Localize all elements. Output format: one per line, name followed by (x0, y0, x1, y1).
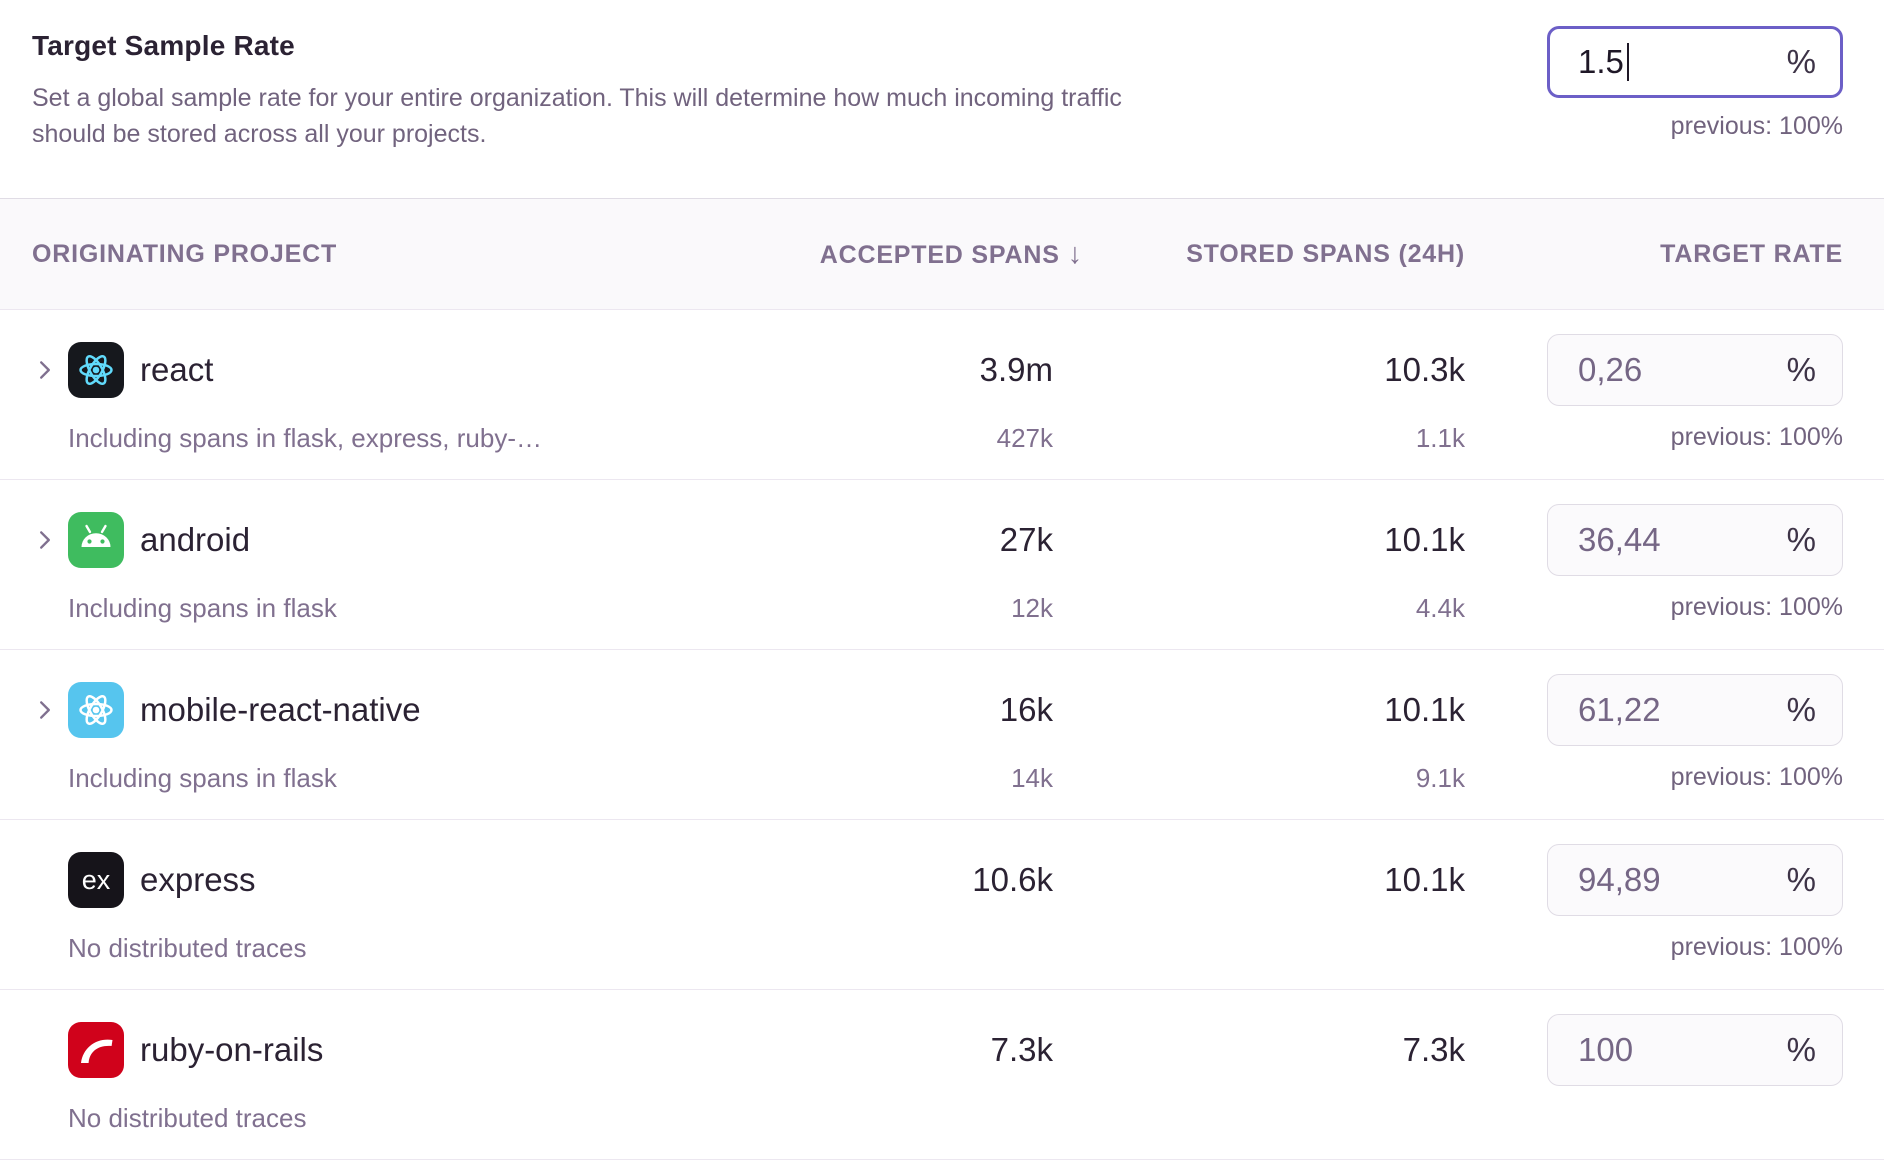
expand-chevron-icon[interactable] (32, 527, 58, 553)
table-row: react 3.9m 10.3k 0,26 % Including spans … (0, 310, 1884, 480)
project-name: express (140, 861, 256, 898)
accepted-spans-subvalue (793, 1103, 1053, 1131)
previous-rate-label: previous: 100% (1670, 112, 1843, 140)
project-name: react (140, 351, 214, 388)
stored-spans-subvalue: 4.4k (1415, 593, 1465, 623)
page-title: Target Sample Rate (32, 30, 295, 61)
project-rows: react 3.9m 10.3k 0,26 % Including spans … (0, 310, 1884, 1160)
accepted-spans-value: 7.3k (990, 1031, 1053, 1068)
previous-rate-label: previous: 100% (1670, 593, 1843, 621)
accepted-spans-subvalue: 427k (996, 423, 1053, 453)
percent-suffix: % (1786, 691, 1816, 728)
stored-spans-value: 10.1k (1384, 861, 1465, 898)
accepted-spans-value: 3.9m (979, 351, 1053, 388)
previous-rate-label (1465, 1103, 1843, 1131)
table-row: android 27k 10.1k 36,44 % Including span… (0, 480, 1884, 650)
stored-spans-value: 10.1k (1384, 521, 1465, 558)
table-header: ORIGINATING PROJECT ACCEPTED SPANS ↓ STOR… (0, 198, 1884, 310)
stored-spans-subvalue: 9.1k (1415, 763, 1465, 793)
project-rate-value: 0,26 (1578, 351, 1643, 388)
rails-icon (68, 1022, 124, 1078)
section-description: Set a global sample rate for your entire… (32, 84, 1122, 148)
percent-suffix: % (1786, 861, 1816, 898)
project-rate-value: 36,44 (1578, 521, 1661, 558)
accepted-spans-subvalue: 12k (1011, 593, 1053, 623)
project-subtext: No distributed traces (68, 1103, 307, 1133)
accepted-spans-value: 16k (999, 691, 1053, 728)
stored-spans-subvalue: 1.1k (1415, 423, 1465, 453)
global-sample-rate-input[interactable]: 1.5 % (1547, 26, 1843, 98)
column-stored-spans: STORED SPANS (24H) (1186, 239, 1465, 268)
project-name: ruby-on-rails (140, 1031, 324, 1068)
android-icon (68, 512, 124, 568)
project-rate-input[interactable]: 100 % (1547, 1014, 1843, 1086)
column-accepted-spans[interactable]: ACCEPTED SPANS ↓ (819, 237, 1083, 270)
project-rate-input[interactable]: 36,44 % (1547, 504, 1843, 576)
react-native-icon (68, 682, 124, 738)
expand-chevron-icon[interactable] (32, 697, 58, 723)
stored-spans-value: 10.3k (1384, 351, 1465, 388)
accepted-spans-value: 10.6k (972, 861, 1053, 898)
column-target-rate: TARGET RATE (1660, 239, 1843, 268)
project-rate-value: 94,89 (1578, 861, 1661, 898)
expand-chevron-icon[interactable] (32, 357, 58, 383)
previous-rate-label: previous: 100% (1670, 423, 1843, 451)
project-rate-input[interactable]: 61,22 % (1547, 674, 1843, 746)
table-row: ruby-on-rails 7.3k 7.3k 100 % No distrib… (0, 990, 1884, 1160)
previous-rate-label: previous: 100% (1670, 763, 1843, 791)
percent-suffix: % (1786, 43, 1816, 80)
project-subtext: Including spans in flask, express, ruby-… (68, 423, 542, 453)
percent-suffix: % (1786, 521, 1816, 558)
project-rate-value: 100 (1578, 1031, 1634, 1068)
table-row: ex express 10.6k 10.1k 94,89 % No distri… (0, 820, 1884, 990)
text-cursor (1626, 43, 1629, 81)
previous-rate-label: previous: 100% (1670, 933, 1843, 961)
global-rate-value: 1.5 (1578, 43, 1624, 80)
react-icon (68, 342, 124, 398)
project-rate-value: 61,22 (1578, 691, 1661, 728)
stored-spans-subvalue (1053, 933, 1465, 961)
project-rate-input[interactable]: 0,26 % (1547, 334, 1843, 406)
percent-suffix: % (1786, 1031, 1816, 1068)
project-name: android (140, 521, 251, 558)
sort-descending-icon: ↓ (1067, 237, 1083, 270)
column-originating-project: ORIGINATING PROJECT (32, 239, 338, 268)
project-subtext: No distributed traces (68, 933, 307, 963)
project-subtext: Including spans in flask (68, 593, 337, 623)
table-row: mobile-react-native 16k 10.1k 61,22 % In… (0, 650, 1884, 820)
accepted-spans-subvalue (793, 933, 1053, 961)
project-subtext: Including spans in flask (68, 763, 337, 793)
accepted-spans-value: 27k (999, 521, 1053, 558)
accepted-spans-subvalue: 14k (1011, 763, 1053, 793)
express-icon: ex (68, 852, 124, 908)
target-sample-rate-section: Target Sample Rate Set a global sample r… (0, 0, 1884, 198)
project-name: mobile-react-native (140, 691, 421, 728)
svg-text:ex: ex (82, 865, 111, 895)
project-rate-input[interactable]: 94,89 % (1547, 844, 1843, 916)
stored-spans-value: 7.3k (1402, 1031, 1465, 1068)
percent-suffix: % (1786, 351, 1816, 388)
stored-spans-value: 10.1k (1384, 691, 1465, 728)
stored-spans-subvalue (1053, 1103, 1465, 1131)
